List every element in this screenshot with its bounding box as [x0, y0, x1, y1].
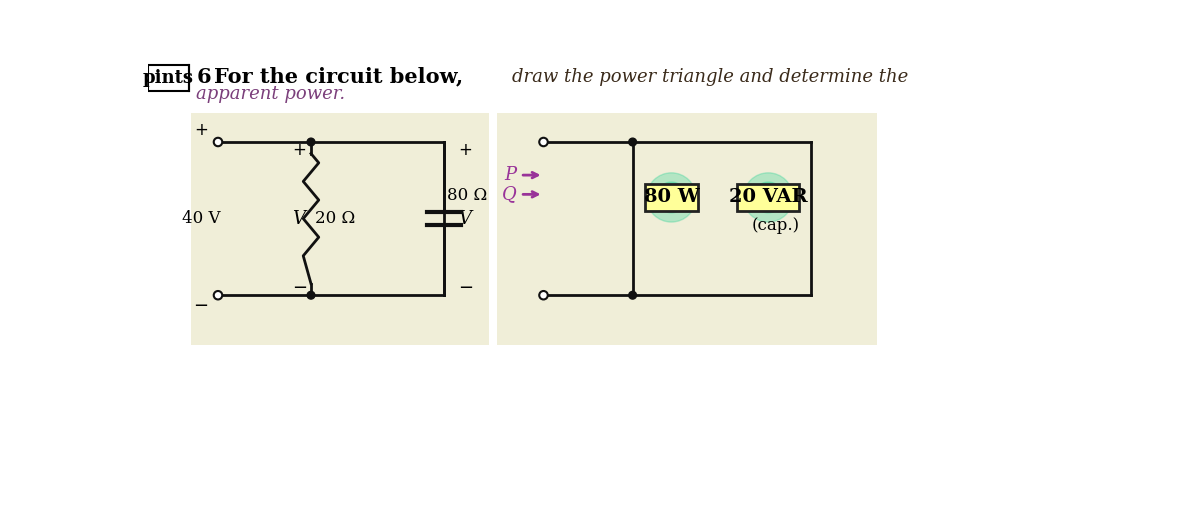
Text: Q: Q — [502, 185, 516, 203]
Bar — [497, 112, 876, 345]
Text: pints: pints — [142, 69, 193, 87]
Text: −: − — [193, 297, 209, 315]
Circle shape — [656, 182, 687, 213]
Text: +: + — [195, 121, 208, 139]
Text: +: + — [458, 141, 472, 159]
Text: P: P — [504, 166, 516, 184]
Text: 40 V: 40 V — [181, 210, 221, 227]
Text: (cap.): (cap.) — [752, 217, 801, 234]
Text: draw the power triangle and determine the: draw the power triangle and determine th… — [512, 68, 908, 86]
Text: 20 VAR: 20 VAR — [729, 188, 808, 206]
Text: 80 W: 80 W — [644, 188, 700, 206]
Text: −: − — [292, 279, 307, 297]
Circle shape — [744, 173, 793, 222]
Text: For the circuit below,: For the circuit below, — [215, 67, 464, 87]
Text: V: V — [458, 209, 471, 228]
Circle shape — [753, 182, 784, 213]
Bar — [645, 184, 697, 211]
Circle shape — [629, 138, 637, 146]
Text: V: V — [292, 209, 305, 228]
Text: 6: 6 — [197, 67, 211, 87]
Circle shape — [213, 291, 222, 299]
Circle shape — [540, 291, 548, 299]
Text: +: + — [293, 141, 306, 159]
Circle shape — [540, 138, 548, 146]
Circle shape — [307, 292, 314, 299]
Circle shape — [213, 138, 222, 146]
Text: 80 Ω: 80 Ω — [447, 187, 487, 204]
Bar — [738, 184, 799, 211]
Circle shape — [646, 173, 696, 222]
Bar — [148, 65, 189, 91]
Text: 20 Ω: 20 Ω — [314, 210, 355, 227]
Circle shape — [307, 138, 314, 146]
Bar — [191, 112, 490, 345]
Text: −: − — [458, 279, 473, 297]
Text: apparent power.: apparent power. — [197, 85, 345, 103]
Circle shape — [629, 292, 637, 299]
